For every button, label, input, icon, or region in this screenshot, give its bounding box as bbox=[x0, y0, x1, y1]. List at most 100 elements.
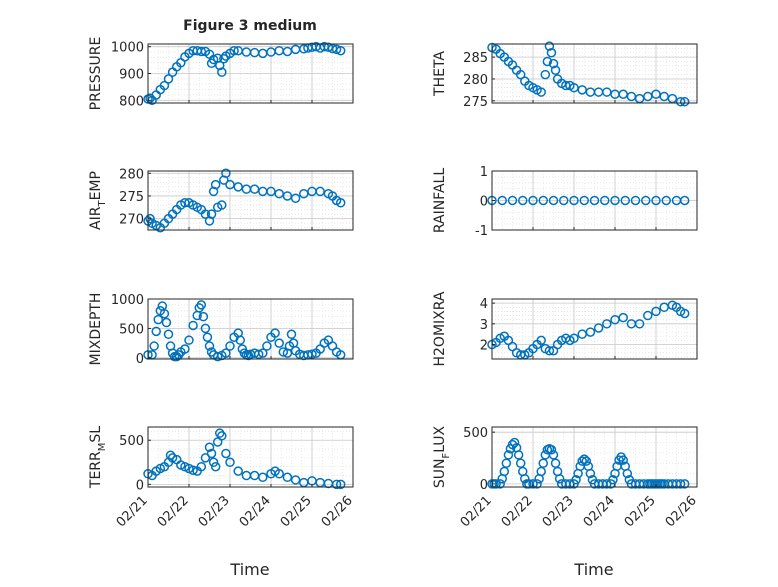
data-point bbox=[679, 479, 690, 489]
data-point bbox=[593, 323, 604, 333]
data-point bbox=[196, 300, 207, 310]
data-point bbox=[225, 179, 235, 190]
axes-box bbox=[147, 298, 354, 360]
data-point bbox=[620, 195, 630, 206]
y-tick-label: 1000 bbox=[111, 41, 144, 56]
data-point bbox=[153, 314, 163, 325]
axes-box bbox=[491, 298, 698, 360]
data-point bbox=[581, 456, 592, 466]
y-axis-label: TERRMSL bbox=[88, 426, 108, 489]
subplot-5: 0 500 1000 MIXDEPTH bbox=[88, 293, 354, 367]
data-point bbox=[270, 328, 280, 338]
data-point bbox=[546, 47, 557, 58]
data-point bbox=[509, 437, 520, 448]
data-point bbox=[600, 195, 610, 206]
data-point bbox=[165, 450, 176, 460]
subplot-6: 2 3 4 H2OMIXRA bbox=[432, 291, 698, 367]
axes-box bbox=[147, 170, 354, 231]
y-tick-label: 0 bbox=[136, 478, 144, 493]
y-tick-label: 270 bbox=[119, 213, 144, 228]
y-tick-label: 900 bbox=[119, 68, 144, 83]
data-point bbox=[286, 329, 297, 340]
subplot-1: 800 900 1000 PRESSURE bbox=[88, 37, 354, 111]
data-point bbox=[335, 479, 346, 490]
data-point bbox=[215, 60, 225, 71]
data-point bbox=[641, 195, 651, 206]
data-point bbox=[258, 472, 268, 483]
data-point bbox=[159, 308, 170, 319]
data-point bbox=[149, 341, 159, 351]
data-point bbox=[634, 319, 645, 329]
data-point bbox=[589, 195, 600, 206]
data-point bbox=[151, 326, 161, 337]
data-point bbox=[210, 461, 221, 472]
data-point bbox=[200, 209, 211, 219]
y-axis-label: PRESSURE bbox=[88, 37, 104, 111]
data-point bbox=[618, 455, 628, 465]
y-tick-label: 1 bbox=[480, 165, 488, 180]
data-point bbox=[180, 344, 190, 354]
data-point bbox=[602, 319, 612, 329]
data-point bbox=[290, 475, 301, 485]
y-tick-label: 280 bbox=[119, 167, 144, 182]
figure-title: Figure 3 medium bbox=[183, 18, 317, 34]
data-point bbox=[204, 442, 215, 453]
x-tick-label: 02/21 bbox=[114, 493, 151, 530]
subplot-8: 0 500 02/21 02/22 02/23 02/24 02/25 02/26 SUNFLU… bbox=[432, 425, 700, 530]
data-point bbox=[515, 69, 526, 80]
y-axis-label: RAINFALL bbox=[432, 168, 448, 233]
data-point bbox=[675, 479, 686, 489]
data-point bbox=[180, 198, 190, 208]
data-point bbox=[262, 341, 272, 351]
x-axis-label-right: Time bbox=[573, 560, 613, 579]
data-point bbox=[540, 69, 551, 80]
data-point bbox=[528, 479, 538, 489]
data-point bbox=[221, 348, 231, 358]
data-point bbox=[679, 195, 690, 206]
x-tick-label: 02/26 bbox=[319, 493, 356, 530]
data-point bbox=[208, 54, 219, 65]
y-tick-label: 0 bbox=[136, 352, 144, 367]
data-point bbox=[163, 329, 174, 340]
data-point bbox=[221, 168, 231, 179]
x-tick-label: 02/25 bbox=[278, 493, 315, 530]
data-point bbox=[546, 445, 557, 455]
data-point bbox=[618, 312, 628, 323]
data-point bbox=[548, 195, 559, 206]
subplot-7: 0 500 02/21 02/22 02/23 02/24 02/25 02/26 TERRMS… bbox=[88, 426, 356, 531]
data-point bbox=[161, 317, 172, 328]
y-tick-label: 500 bbox=[119, 322, 144, 337]
y-axis-label: SUNFLUX bbox=[432, 425, 452, 488]
data-point bbox=[188, 465, 198, 475]
data-point bbox=[569, 333, 579, 344]
data-point bbox=[204, 341, 215, 351]
data-point bbox=[290, 193, 301, 203]
data-point bbox=[559, 195, 569, 206]
x-tick-label: 02/21 bbox=[458, 493, 495, 530]
data-point bbox=[335, 45, 346, 56]
data-point bbox=[554, 473, 565, 484]
subplot-4: -1 0 1 RAINFALL bbox=[432, 165, 698, 239]
y-tick-label: 280 bbox=[463, 73, 488, 88]
subplot-2: 275 280 285 THETA bbox=[432, 41, 698, 110]
axes-box bbox=[491, 426, 698, 488]
y-tick-label: 500 bbox=[463, 426, 488, 441]
y-axis-label: H2OMIXRA bbox=[432, 291, 448, 366]
x-tick-label: 02/24 bbox=[237, 493, 274, 530]
data-point bbox=[577, 456, 587, 466]
data-point bbox=[579, 454, 589, 464]
y-tick-label: 285 bbox=[463, 51, 488, 66]
y-tick-label: 800 bbox=[119, 94, 144, 109]
data-point bbox=[274, 469, 284, 479]
axes-box bbox=[147, 426, 354, 488]
data-point bbox=[196, 461, 207, 472]
data-point bbox=[608, 475, 618, 485]
x-tick-label: 02/23 bbox=[196, 493, 233, 530]
data-point bbox=[217, 431, 227, 441]
data-point bbox=[206, 448, 217, 459]
data-point bbox=[495, 479, 505, 489]
data-point bbox=[571, 475, 581, 485]
data-point bbox=[679, 308, 690, 319]
data-point bbox=[225, 457, 235, 468]
